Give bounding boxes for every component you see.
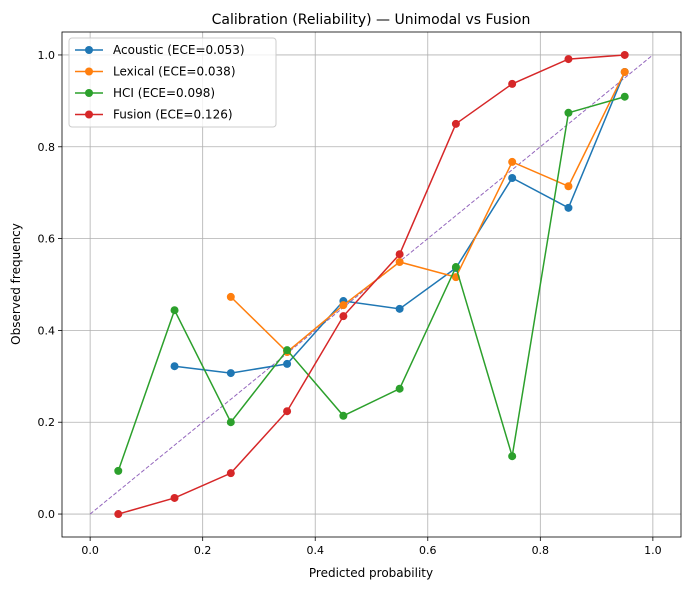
y-tick-label: 0.2 <box>38 416 56 429</box>
y-tick-label: 0.8 <box>38 141 56 154</box>
plot-frame <box>61 31 682 538</box>
data-point <box>226 369 235 378</box>
legend-marker <box>85 67 93 76</box>
data-point <box>564 182 573 191</box>
data-point <box>283 346 292 355</box>
data-point <box>226 292 235 301</box>
data-point <box>508 79 517 88</box>
data-point <box>451 263 460 272</box>
legend-label: Acoustic (ECE=0.053) <box>113 43 245 57</box>
data-point <box>226 418 235 427</box>
y-tick-label: 0.6 <box>38 233 56 246</box>
legend-label: Fusion (ECE=0.126) <box>113 108 233 122</box>
data-point <box>395 304 404 313</box>
series-line <box>230 71 626 353</box>
x-axis-label: Predicted probability <box>309 566 433 580</box>
data-point <box>620 67 629 76</box>
y-tick-label: 0.4 <box>38 324 56 337</box>
y-tick-label: 1.0 <box>38 49 56 62</box>
data-point <box>508 157 517 166</box>
data-point <box>114 466 123 475</box>
data-point <box>564 203 573 212</box>
y-tick-label: 0.0 <box>38 508 56 521</box>
legend-label: HCI (ECE=0.098) <box>113 86 215 100</box>
legend-marker <box>85 46 93 54</box>
legend-marker <box>85 110 93 119</box>
legend-box <box>68 37 277 128</box>
data-point <box>620 50 629 59</box>
data-point <box>170 493 179 502</box>
data-point <box>283 359 292 368</box>
series-fusion <box>114 50 629 519</box>
series-acoustic <box>170 67 629 378</box>
data-point <box>170 362 179 371</box>
data-point <box>395 250 404 259</box>
data-point <box>283 407 292 416</box>
data-point <box>564 108 573 117</box>
data-point <box>395 258 404 267</box>
data-point <box>451 119 460 128</box>
x-tick-label: 1.0 <box>644 544 662 557</box>
legend-marker <box>85 89 93 97</box>
chart-title: Calibration (Reliability) — Unimodal vs … <box>212 12 531 28</box>
series-hci <box>114 92 629 475</box>
x-tick-label: 0.2 <box>194 544 212 557</box>
data-point <box>170 306 179 315</box>
data-point <box>339 411 348 420</box>
series-line <box>117 96 625 472</box>
y-axis-label: Observed frequency <box>9 223 23 345</box>
x-tick-label: 0.4 <box>306 544 324 557</box>
x-tick-label: 0.6 <box>419 544 437 557</box>
legend-label: Lexical (ECE=0.038) <box>113 65 236 79</box>
data-point <box>339 301 348 310</box>
data-point <box>508 452 517 461</box>
x-tick-label: 0.8 <box>532 544 550 557</box>
data-point <box>508 173 517 182</box>
data-point <box>620 92 629 101</box>
data-point <box>114 510 123 519</box>
series-lexical <box>226 67 629 356</box>
x-tick-label: 0.0 <box>81 544 99 557</box>
data-point <box>226 469 235 478</box>
series-line <box>118 54 625 515</box>
data-point <box>564 55 573 64</box>
data-point <box>395 384 404 393</box>
data-point <box>339 312 348 321</box>
